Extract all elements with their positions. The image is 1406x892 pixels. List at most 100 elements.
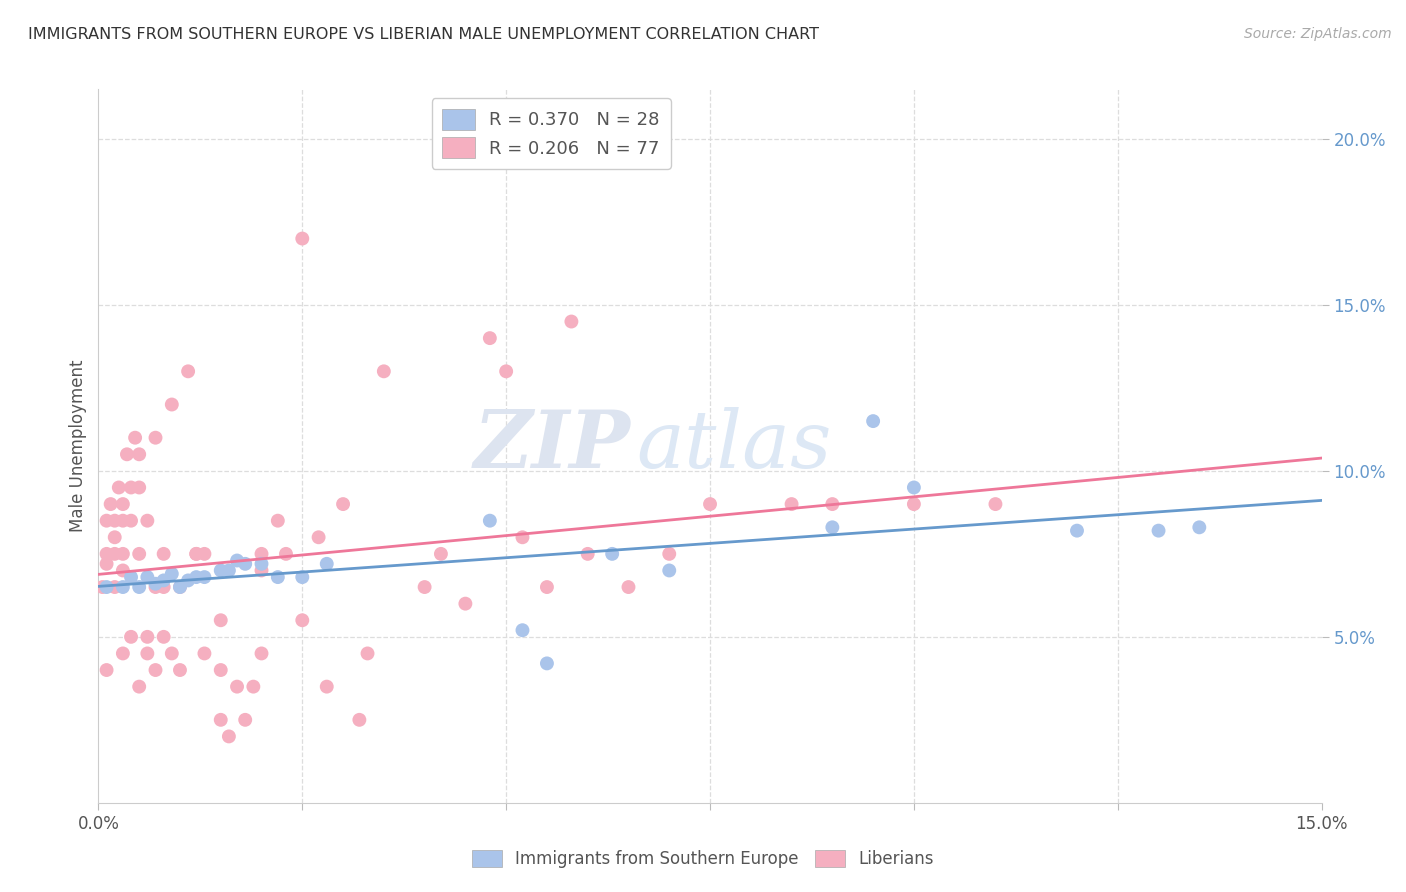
Point bbox=[250, 564, 273, 578]
Point bbox=[699, 497, 721, 511]
Point bbox=[903, 497, 925, 511]
Point bbox=[658, 564, 681, 578]
Point bbox=[430, 547, 453, 561]
Point bbox=[315, 680, 337, 694]
Point bbox=[100, 497, 122, 511]
Point bbox=[120, 481, 142, 495]
Point bbox=[780, 497, 803, 511]
Point bbox=[120, 514, 142, 528]
Point bbox=[136, 570, 159, 584]
Point bbox=[128, 447, 150, 461]
Point bbox=[250, 647, 273, 661]
Point bbox=[1188, 520, 1211, 534]
Point bbox=[186, 547, 208, 561]
Point bbox=[862, 414, 884, 428]
Point bbox=[186, 570, 208, 584]
Point bbox=[218, 564, 240, 578]
Point bbox=[152, 580, 174, 594]
Point bbox=[226, 553, 249, 567]
Point bbox=[111, 514, 134, 528]
Point bbox=[560, 314, 582, 328]
Point bbox=[111, 647, 134, 661]
Point bbox=[315, 557, 337, 571]
Point bbox=[512, 624, 534, 638]
Point bbox=[111, 497, 134, 511]
Point bbox=[1147, 524, 1170, 538]
Point bbox=[658, 547, 681, 561]
Point bbox=[145, 580, 167, 594]
Point bbox=[136, 630, 159, 644]
Point bbox=[193, 547, 215, 561]
Point bbox=[136, 514, 159, 528]
Point bbox=[373, 364, 395, 378]
Point bbox=[454, 597, 477, 611]
Point bbox=[115, 447, 138, 461]
Point bbox=[821, 520, 844, 534]
Point bbox=[267, 514, 290, 528]
Point bbox=[120, 630, 142, 644]
Text: IMMIGRANTS FROM SOUTHERN EUROPE VS LIBERIAN MALE UNEMPLOYMENT CORRELATION CHART: IMMIGRANTS FROM SOUTHERN EUROPE VS LIBER… bbox=[28, 27, 820, 42]
Point bbox=[160, 566, 183, 581]
Point bbox=[177, 364, 200, 378]
Point bbox=[903, 481, 925, 495]
Point bbox=[104, 580, 127, 594]
Point bbox=[145, 576, 167, 591]
Point bbox=[242, 680, 264, 694]
Point bbox=[91, 580, 114, 594]
Point bbox=[104, 530, 127, 544]
Text: atlas: atlas bbox=[637, 408, 832, 484]
Point bbox=[96, 663, 118, 677]
Point bbox=[332, 497, 354, 511]
Text: Source: ZipAtlas.com: Source: ZipAtlas.com bbox=[1244, 27, 1392, 41]
Point bbox=[1066, 524, 1088, 538]
Point bbox=[104, 547, 127, 561]
Point bbox=[250, 547, 273, 561]
Point bbox=[308, 530, 330, 544]
Point bbox=[495, 364, 517, 378]
Point bbox=[160, 647, 183, 661]
Point bbox=[218, 730, 240, 744]
Point bbox=[512, 530, 534, 544]
Point bbox=[152, 574, 174, 588]
Point bbox=[478, 331, 501, 345]
Point bbox=[356, 647, 378, 661]
Point bbox=[536, 580, 558, 594]
Point bbox=[291, 613, 314, 627]
Point bbox=[169, 580, 191, 594]
Point bbox=[233, 713, 256, 727]
Point bbox=[128, 547, 150, 561]
Point bbox=[152, 547, 174, 561]
Point bbox=[177, 574, 200, 588]
Point bbox=[124, 431, 146, 445]
Point bbox=[536, 657, 558, 671]
Point bbox=[120, 570, 142, 584]
Point bbox=[160, 397, 183, 411]
Point bbox=[111, 580, 134, 594]
Point bbox=[821, 497, 844, 511]
Point bbox=[600, 547, 623, 561]
Legend: R = 0.370   N = 28, R = 0.206   N = 77: R = 0.370 N = 28, R = 0.206 N = 77 bbox=[432, 98, 671, 169]
Point bbox=[108, 481, 131, 495]
Point bbox=[145, 663, 167, 677]
Point bbox=[413, 580, 436, 594]
Point bbox=[169, 580, 191, 594]
Point bbox=[96, 557, 118, 571]
Point bbox=[226, 680, 249, 694]
Point bbox=[984, 497, 1007, 511]
Point bbox=[111, 547, 134, 561]
Point bbox=[96, 547, 118, 561]
Point bbox=[267, 570, 290, 584]
Point bbox=[193, 647, 215, 661]
Point bbox=[209, 713, 232, 727]
Point bbox=[576, 547, 599, 561]
Point bbox=[128, 481, 150, 495]
Point bbox=[136, 647, 159, 661]
Point bbox=[169, 663, 191, 677]
Point bbox=[274, 547, 297, 561]
Point bbox=[111, 564, 134, 578]
Point bbox=[152, 630, 174, 644]
Point bbox=[233, 557, 256, 571]
Point bbox=[128, 680, 150, 694]
Legend: Immigrants from Southern Europe, Liberians: Immigrants from Southern Europe, Liberia… bbox=[465, 843, 941, 875]
Point bbox=[96, 580, 118, 594]
